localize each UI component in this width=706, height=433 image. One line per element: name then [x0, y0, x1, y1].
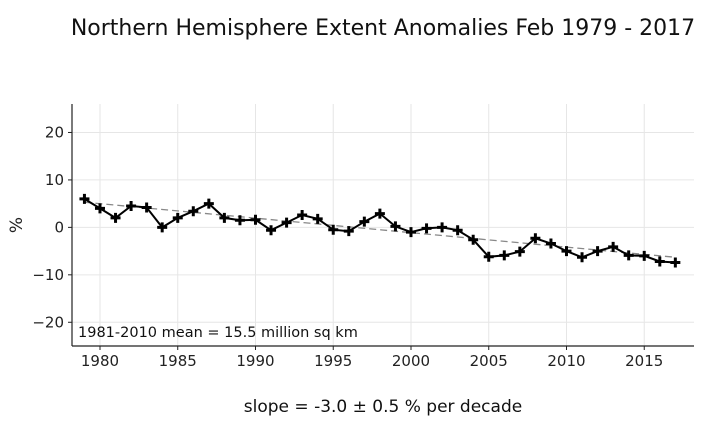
- data-point-marker: [639, 250, 650, 261]
- data-point-marker: [437, 222, 448, 233]
- series-line: [83, 198, 676, 264]
- data-point-marker: [421, 223, 432, 234]
- y-tick-label: 0: [54, 218, 64, 236]
- data-point-marker: [172, 212, 183, 223]
- mean-annotation: 1981-2010 mean = 15.5 million sq km: [78, 325, 358, 341]
- data-point-marker: [405, 227, 416, 238]
- data-point-marker: [499, 250, 510, 261]
- data-point-marker: [390, 221, 401, 232]
- data-point-marker: [343, 226, 354, 237]
- data-point-marker: [281, 217, 292, 228]
- data-point-marker: [188, 206, 199, 217]
- y-axis-label: %: [7, 217, 27, 233]
- data-point-marker: [483, 251, 494, 262]
- data-point-marker: [468, 234, 479, 245]
- data-point-marker: [126, 201, 137, 212]
- y-tick-label: 20: [45, 123, 64, 141]
- data-point-marker: [328, 224, 339, 235]
- data-point-marker: [608, 241, 619, 252]
- x-tick-label: 1990: [236, 352, 274, 370]
- data-point-marker: [654, 256, 665, 267]
- data-point-marker: [266, 225, 277, 236]
- data-point-marker: [312, 213, 323, 224]
- y-tick-label: −10: [32, 266, 64, 284]
- x-tick-label: 1995: [314, 352, 352, 370]
- data-point-marker: [514, 246, 525, 257]
- data-point-marker: [79, 193, 90, 204]
- data-point-marker: [157, 222, 168, 233]
- data-point-marker: [530, 233, 541, 244]
- data-point-marker: [374, 208, 385, 219]
- data-point-marker: [592, 246, 603, 257]
- data-point-marker: [452, 225, 463, 236]
- x-tick-label: 1985: [159, 352, 197, 370]
- x-tick-label: 2015: [625, 352, 663, 370]
- data-point-marker: [577, 252, 588, 263]
- data-point-marker: [234, 215, 245, 226]
- data-point-marker: [110, 212, 121, 223]
- data-point-marker: [670, 257, 681, 268]
- data-point-marker: [141, 202, 152, 213]
- data-point-marker: [359, 216, 370, 227]
- x-tick-label: 2000: [392, 352, 430, 370]
- x-tick-label: 2010: [547, 352, 585, 370]
- data-point-marker: [545, 238, 556, 249]
- y-tick-label: −20: [32, 313, 64, 331]
- y-tick-label: 10: [45, 171, 64, 189]
- data-point-marker: [297, 210, 308, 221]
- data-point-marker: [561, 246, 572, 257]
- data-point-marker: [219, 212, 230, 223]
- data-point-marker: [250, 214, 261, 225]
- data-point-marker: [94, 203, 105, 214]
- x-tick-label: 2005: [470, 352, 508, 370]
- chart-title: Northern Hemisphere Extent Anomalies Feb…: [70, 16, 696, 41]
- x-tick-label: 1980: [81, 352, 119, 370]
- x-axis-label: slope = -3.0 ± 0.5 % per decade: [243, 397, 523, 417]
- data-point-marker: [623, 250, 634, 261]
- data-point-marker: [203, 198, 214, 209]
